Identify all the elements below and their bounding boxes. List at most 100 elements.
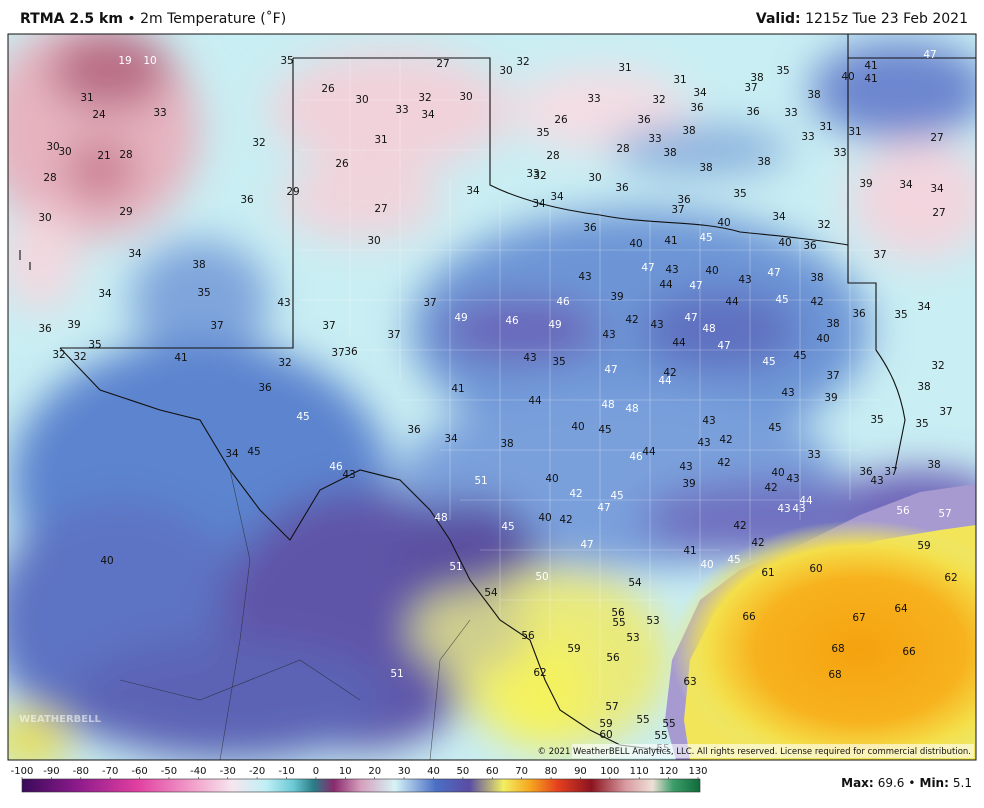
station-temp: 43 xyxy=(578,271,591,283)
station-temp: 45 xyxy=(762,356,775,368)
station-temp: 45 xyxy=(775,294,788,306)
station-temp: 44 xyxy=(725,296,739,308)
station-temp: 42 xyxy=(663,367,676,379)
station-temp: 63 xyxy=(683,676,696,688)
station-temp: 32 xyxy=(252,137,265,149)
station-temp: 47 xyxy=(689,280,702,292)
station-temp: 68 xyxy=(828,669,841,681)
station-temp: 45 xyxy=(247,446,260,458)
station-temp: 43 xyxy=(650,319,663,331)
station-temp: 59 xyxy=(567,643,580,655)
station-temp: 40 xyxy=(705,265,718,277)
station-temp: 35 xyxy=(552,356,565,368)
station-temp: 40 xyxy=(778,237,791,249)
station-temp: 36 xyxy=(344,346,358,358)
station-temp: 34 xyxy=(917,301,931,313)
station-temp: 45 xyxy=(793,350,806,362)
max-label: Max: xyxy=(841,776,874,790)
colorbar-tick-label: 100 xyxy=(600,766,619,777)
colorbar-tick-label: -30 xyxy=(220,766,236,777)
station-temp: 36 xyxy=(615,182,629,194)
station-temp: 42 xyxy=(810,296,823,308)
colorbar-tick-label: 70 xyxy=(515,766,528,777)
station-temp: 34 xyxy=(532,198,546,210)
station-temp: 38 xyxy=(663,147,676,159)
station-temp: 46 xyxy=(629,451,643,463)
station-temp: 40 xyxy=(816,333,829,345)
station-temp: 43 xyxy=(702,415,715,427)
station-temp: 34 xyxy=(98,288,112,300)
colorbar-tick-label: -90 xyxy=(43,766,59,777)
station-temp: 36 xyxy=(690,102,704,114)
station-temp: 36 xyxy=(38,323,52,335)
station-temp: 27 xyxy=(374,203,387,215)
station-temp: 31 xyxy=(618,62,631,74)
station-temp: 43 xyxy=(870,475,883,487)
station-temp: 34 xyxy=(772,211,786,223)
station-temp: 47 xyxy=(580,539,593,551)
station-temp: 38 xyxy=(807,89,820,101)
station-temp: 28 xyxy=(616,143,629,155)
station-temp: 41 xyxy=(864,60,877,72)
station-temp: 39 xyxy=(67,319,80,331)
station-temp: 41 xyxy=(864,73,877,85)
station-temp: 34 xyxy=(693,87,707,99)
station-temp: 21 xyxy=(97,150,110,162)
colorbar-tick-label: 30 xyxy=(398,766,411,777)
station-temp: 56 xyxy=(896,505,910,517)
station-temp: 43 xyxy=(602,329,615,341)
station-temp: 48 xyxy=(702,323,715,335)
station-temp: 39 xyxy=(824,392,837,404)
station-temp: 55 xyxy=(654,730,667,742)
station-temp: 41 xyxy=(451,383,464,395)
logo: WEATHERBELL xyxy=(19,714,101,725)
station-temp: 33 xyxy=(801,131,814,143)
station-temp: 33 xyxy=(526,168,539,180)
station-temp: 29 xyxy=(286,186,299,198)
separator: • xyxy=(908,776,915,790)
station-temp: 32 xyxy=(516,56,529,68)
station-temp: 46 xyxy=(329,461,343,473)
station-temp: 30 xyxy=(58,146,71,158)
station-temp: 48 xyxy=(625,403,638,415)
station-temp: 32 xyxy=(278,357,291,369)
station-temp: 36 xyxy=(258,382,272,394)
station-temp: 43 xyxy=(697,437,710,449)
station-temp: 30 xyxy=(38,212,51,224)
station-temp: 27 xyxy=(436,58,449,70)
station-temp: 43 xyxy=(342,469,355,481)
valid-label: Valid: xyxy=(755,11,801,27)
station-temp: 50 xyxy=(535,571,548,583)
station-temp: 33 xyxy=(587,93,600,105)
station-temp: 42 xyxy=(733,520,746,532)
colorbar xyxy=(21,778,701,793)
station-temp: 35 xyxy=(733,188,746,200)
copyright: © 2021 WeatherBELL Analytics, LLC. All r… xyxy=(538,747,971,757)
station-temp: 31 xyxy=(819,121,832,133)
station-temp: 38 xyxy=(699,162,712,174)
station-temp: 41 xyxy=(664,235,677,247)
station-temp: 37 xyxy=(322,320,335,332)
station-temp: 37 xyxy=(671,204,684,216)
mexico-states xyxy=(119,469,471,760)
station-temp: 40 xyxy=(771,467,784,479)
station-temp: 37 xyxy=(210,320,223,332)
station-temp: 36 xyxy=(583,222,597,234)
station-temp: 35 xyxy=(536,127,549,139)
colorbar-tick-label: -80 xyxy=(73,766,89,777)
station-temp: 45 xyxy=(699,232,712,244)
colorbar-tick-label: 50 xyxy=(457,766,470,777)
station-temp: 28 xyxy=(546,150,559,162)
station-temp: 37 xyxy=(873,249,886,261)
station-temp: 28 xyxy=(43,172,56,184)
station-temp: 30 xyxy=(355,94,368,106)
station-temp: 27 xyxy=(932,207,945,219)
station-temp: 33 xyxy=(807,449,820,461)
station-temp: 66 xyxy=(742,611,756,623)
station-temp: 33 xyxy=(395,104,408,116)
station-temp: 40 xyxy=(841,71,854,83)
station-temp: 45 xyxy=(727,554,740,566)
colorbar-tick-label: 60 xyxy=(486,766,499,777)
